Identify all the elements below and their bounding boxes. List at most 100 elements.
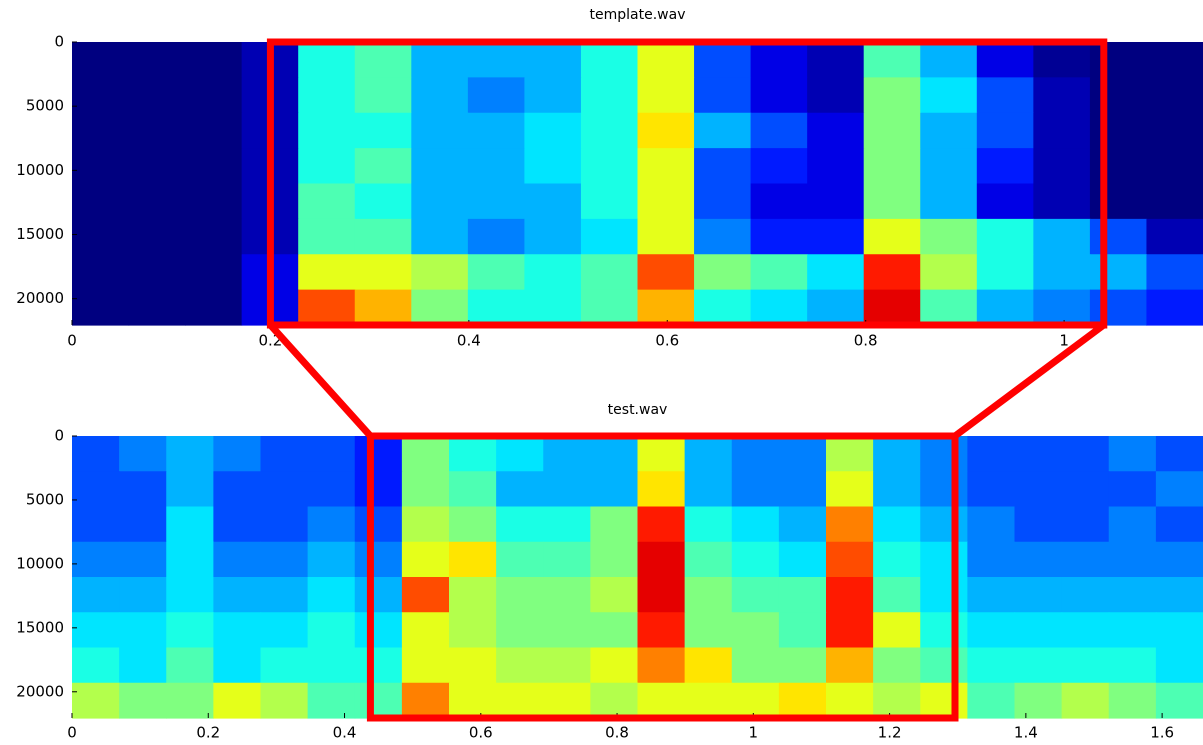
spectrogram-cell — [261, 577, 309, 613]
figure: template.wav00.20.40.60.8105000100001500… — [0, 0, 1203, 745]
spectrogram-cell — [581, 184, 638, 220]
spectrogram-cell — [213, 436, 261, 472]
spectrogram-cell — [449, 507, 497, 543]
spectrogram-cell — [1156, 648, 1203, 684]
spectrogram-cell — [468, 113, 525, 149]
spectrogram-cell — [449, 436, 497, 472]
spectrogram-cell — [308, 471, 356, 507]
spectrogram-cell — [779, 507, 827, 543]
y-tick-label: 0 — [54, 33, 64, 51]
spectrogram-cell — [449, 612, 497, 648]
spectrogram-cell — [581, 42, 638, 78]
spectrogram-cell — [402, 507, 450, 543]
spectrogram-cell — [524, 254, 581, 290]
spectrogram-cell — [732, 577, 780, 613]
spectrogram-cell — [581, 148, 638, 184]
spectrogram-cell — [411, 219, 468, 255]
spectrogram-cell — [920, 436, 968, 472]
spectrogram-cell — [864, 219, 921, 255]
spectrogram-cell — [873, 683, 921, 719]
spectrogram-cell — [694, 290, 751, 326]
spectrogram-cell — [826, 436, 874, 472]
spectrogram-cell — [355, 577, 403, 613]
spectrogram-cell — [920, 612, 968, 648]
spectrogram-cell — [119, 683, 167, 719]
spectrogram-cell — [1062, 683, 1110, 719]
spectrogram-cell — [590, 648, 638, 684]
spectrogram-cell — [543, 648, 591, 684]
spectrogram-cell — [411, 42, 468, 78]
spectrogram-cell — [355, 184, 412, 220]
spectrogram-cell — [751, 219, 808, 255]
spectrogram-cell — [732, 542, 780, 578]
spectrogram-cell — [308, 542, 356, 578]
spectrogram-cell — [779, 542, 827, 578]
spectrogram-cell — [1146, 113, 1203, 149]
spectrogram-cell — [873, 436, 921, 472]
spectrogram-cell — [355, 683, 403, 719]
spectrogram-cell — [119, 471, 167, 507]
spectrogram-cell — [826, 542, 874, 578]
spectrogram-cell — [308, 436, 356, 472]
spectrogram-cell — [977, 77, 1034, 113]
spectrogram-cell — [807, 113, 864, 149]
spectrogram-cell — [1109, 507, 1157, 543]
spectrogram-cell — [920, 290, 977, 326]
spectrogram-cell — [1015, 436, 1063, 472]
spectrogram-cell — [166, 683, 214, 719]
spectrogram-cell — [72, 507, 120, 543]
spectrogram-cell — [1090, 219, 1147, 255]
spectrogram-cell — [185, 113, 242, 149]
spectrogram-cell — [779, 577, 827, 613]
spectrogram-cell — [308, 577, 356, 613]
spectrogram-cell — [129, 290, 186, 326]
spectrogram-cell — [129, 148, 186, 184]
spectrogram-cell — [1062, 577, 1110, 613]
y-tick-label: 15000 — [16, 225, 64, 243]
spectrogram-cell — [72, 683, 120, 719]
spectrogram-cell — [920, 471, 968, 507]
spectrogram-cell — [411, 148, 468, 184]
spectrogram-cell — [967, 683, 1015, 719]
spectrogram-cell — [411, 290, 468, 326]
spectrogram-cell — [468, 184, 525, 220]
spectrogram-cell — [1090, 290, 1147, 326]
spectrogram-cell — [261, 436, 309, 472]
spectrogram-cell — [1146, 77, 1203, 113]
spectrogram-cell — [685, 577, 733, 613]
spectrogram-cell — [1146, 254, 1203, 290]
y-tick-label: 5000 — [26, 97, 64, 115]
spectrogram-cell — [468, 42, 525, 78]
spectrogram-cell — [185, 148, 242, 184]
spectrogram-cell — [751, 290, 808, 326]
spectrogram-cell — [129, 77, 186, 113]
spectrogram-cell — [694, 219, 751, 255]
spectrogram-cell — [1062, 648, 1110, 684]
spectrogram-cell — [1156, 577, 1203, 613]
spectrogram-cell — [873, 648, 921, 684]
spectrogram-cell — [590, 471, 638, 507]
spectrogram-cell — [581, 290, 638, 326]
spectrogram-cell — [1062, 612, 1110, 648]
spectrogram-cell — [732, 683, 780, 719]
spectrogram-cell — [129, 42, 186, 78]
spectrogram-cell — [590, 612, 638, 648]
y-tick-label: 20000 — [16, 289, 64, 307]
spectrogram-cell — [355, 507, 403, 543]
spectrogram-cell — [355, 77, 412, 113]
spectrogram-cell — [581, 254, 638, 290]
spectrogram-cell — [638, 42, 695, 78]
spectrogram-cell — [920, 683, 968, 719]
spectrogram-cell — [185, 184, 242, 220]
spectrogram-cell — [402, 471, 450, 507]
spectrogram-cell — [298, 42, 355, 78]
spectrogram-cell — [977, 184, 1034, 220]
spectrogram-cell — [524, 184, 581, 220]
spectrogram-cell — [807, 42, 864, 78]
spectrogram-cell — [1146, 42, 1203, 78]
spectrogram-cell — [1015, 577, 1063, 613]
spectrogram-cell — [72, 436, 120, 472]
spectrogram-cell — [1090, 42, 1147, 78]
spectrogram-cell — [496, 612, 544, 648]
spectrogram-cell — [129, 184, 186, 220]
